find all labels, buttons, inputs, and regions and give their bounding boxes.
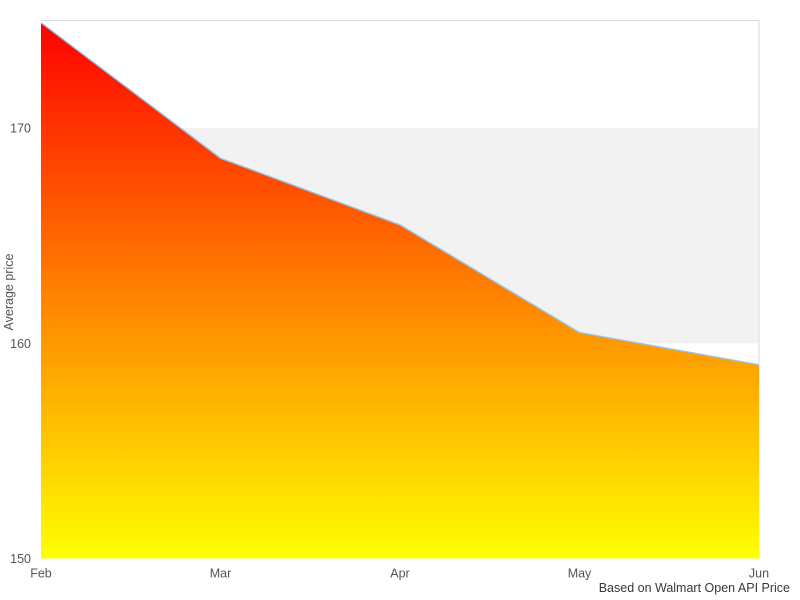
- x-tick-label-apr: Apr: [390, 567, 409, 581]
- y-axis-title: Average price: [2, 254, 16, 331]
- x-tick-label-may: May: [568, 567, 592, 581]
- x-tick-label-mar: Mar: [210, 567, 232, 581]
- x-tick-label-feb: Feb: [30, 567, 52, 581]
- price-area: [41, 22, 759, 559]
- plot-area: 150 160 170 Feb Mar Apr May Jun: [10, 20, 769, 581]
- price-line: [40, 22, 760, 366]
- y-tick-label-150: 150: [10, 552, 31, 566]
- x-tick-label-jun: Jun: [749, 567, 769, 581]
- y-tick-label-160: 160: [10, 337, 31, 351]
- chart-caption: Based on Walmart Open API Price: [599, 581, 790, 595]
- y-tick-label-170: 170: [10, 122, 31, 136]
